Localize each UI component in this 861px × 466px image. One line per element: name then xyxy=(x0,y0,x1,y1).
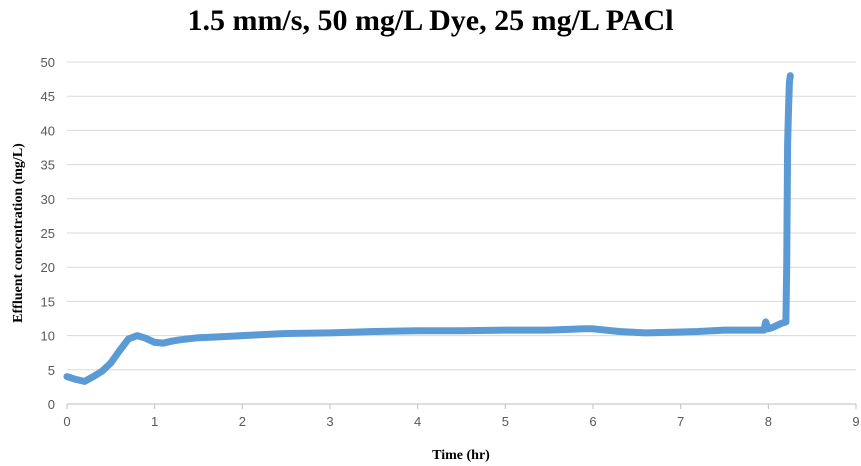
y-tick-label: 30 xyxy=(41,192,55,207)
series-line xyxy=(63,72,794,385)
x-tick-label: 1 xyxy=(151,414,158,429)
gridlines xyxy=(67,61,856,371)
x-tick-labels: 0 1 2 3 4 5 6 7 8 9 xyxy=(63,414,859,429)
y-tick-label: 50 xyxy=(41,55,55,70)
x-tick-label: 3 xyxy=(326,414,333,429)
x-axis-label: Time (hr) xyxy=(432,448,490,463)
axes xyxy=(66,403,857,409)
x-tick-label: 8 xyxy=(765,414,772,429)
y-tick-labels: 0 5 10 15 20 25 30 35 40 45 50 xyxy=(41,55,55,412)
y-tick-label: 20 xyxy=(41,260,55,275)
x-tick-label: 4 xyxy=(414,414,421,429)
y-tick-label: 5 xyxy=(48,363,55,378)
chart-title: 1.5 mm/s, 50 mg/L Dye, 25 mg/L PACl xyxy=(187,4,674,37)
x-tick-label: 2 xyxy=(239,414,246,429)
y-tick-label: 10 xyxy=(41,329,55,344)
y-tick-label: 40 xyxy=(41,123,55,138)
y-tick-label: 0 xyxy=(48,397,55,412)
x-tick-label: 5 xyxy=(502,414,509,429)
y-tick-label: 35 xyxy=(41,158,55,173)
y-tick-label: 25 xyxy=(41,226,55,241)
x-tick-label: 0 xyxy=(63,414,70,429)
series-group xyxy=(63,72,794,385)
y-tick-label: 45 xyxy=(41,89,55,104)
y-tick-label: 15 xyxy=(41,294,55,309)
y-axis-label: Effluent concentration (mg/L) xyxy=(11,143,26,323)
x-tick-label: 6 xyxy=(589,414,596,429)
x-tick-label: 7 xyxy=(677,414,684,429)
x-tick-label: 9 xyxy=(852,414,859,429)
